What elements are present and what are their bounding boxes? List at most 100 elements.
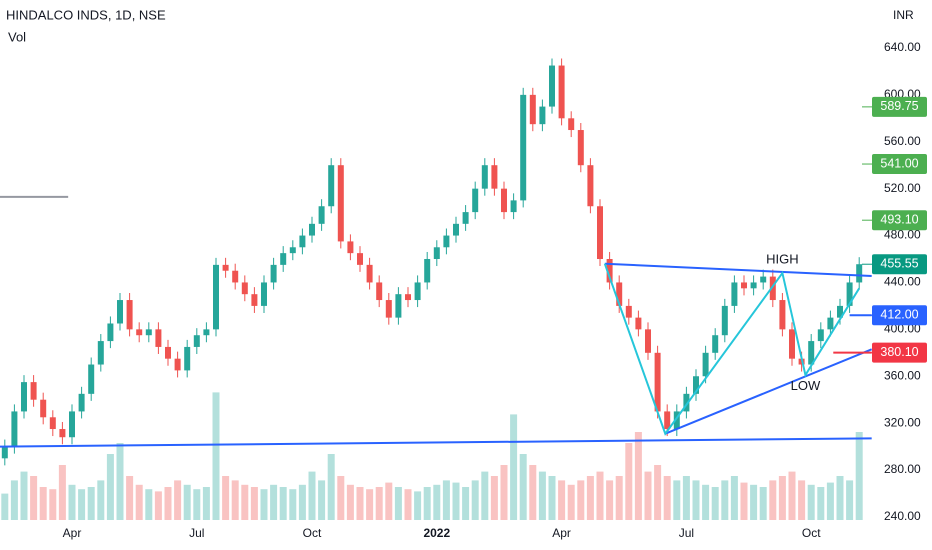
y-tick-label: 280.00 xyxy=(884,462,921,476)
candle-body xyxy=(702,352,709,377)
volume-bar xyxy=(212,392,220,520)
volume-bar xyxy=(798,480,806,520)
x-tick-label: Apr xyxy=(63,526,82,540)
x-tick-label: Jul xyxy=(679,526,694,540)
volume-bar xyxy=(481,471,489,520)
candle-body xyxy=(289,247,296,254)
candle-body xyxy=(165,346,171,359)
candle-body xyxy=(635,317,642,330)
axis-unit: INR xyxy=(893,8,914,22)
y-tick-label: 240.00 xyxy=(884,509,921,523)
annotation: HIGH xyxy=(766,252,799,267)
volume-bar xyxy=(183,484,191,520)
candle-body xyxy=(673,411,680,430)
candle-body xyxy=(616,282,623,306)
volume-bar xyxy=(97,480,105,520)
volume-bar xyxy=(250,487,258,520)
volume-bar xyxy=(577,480,585,520)
drawing-layer xyxy=(0,195,872,448)
candle-body xyxy=(97,341,104,365)
candle-body xyxy=(433,247,440,260)
volume-bar xyxy=(270,484,278,520)
volume-bar xyxy=(462,487,470,520)
candle-body xyxy=(184,346,191,371)
candle-body xyxy=(529,94,536,125)
volume-bar xyxy=(721,480,729,520)
candle-body xyxy=(309,223,315,236)
volume-bar xyxy=(174,480,182,520)
candle-body xyxy=(587,165,594,207)
candle-body xyxy=(558,65,565,119)
volume-bar xyxy=(634,432,642,520)
volume-bar xyxy=(327,454,335,520)
level-box xyxy=(872,96,927,117)
candle-body xyxy=(318,206,325,224)
annotation: LOW xyxy=(791,378,821,393)
y-tick-label: 320.00 xyxy=(884,415,921,429)
candle-body xyxy=(721,305,728,336)
volume-bar xyxy=(414,491,422,520)
candle-body xyxy=(481,165,488,189)
candle-body xyxy=(846,282,853,306)
chart-title: HINDALCO INDS, 1D, NSE xyxy=(6,7,166,22)
volume-layer xyxy=(1,392,863,520)
candle-body xyxy=(59,429,66,438)
volume-bar xyxy=(337,476,345,520)
candle-body xyxy=(856,264,863,283)
volume-bar xyxy=(423,487,431,520)
candle-body xyxy=(241,282,248,295)
volume-bar xyxy=(39,487,47,520)
volume-bar xyxy=(308,471,316,520)
volume-bar xyxy=(58,465,66,520)
volume-bar xyxy=(356,487,364,520)
candle-body xyxy=(606,259,613,283)
trend-line xyxy=(603,263,861,436)
volume-bar xyxy=(740,482,748,520)
x-tick-label: Jul xyxy=(189,526,204,540)
volume-bar xyxy=(452,482,460,520)
candle-body xyxy=(88,364,95,394)
y-tick-label: 480.00 xyxy=(884,228,921,242)
level-label: 493.10 xyxy=(880,212,918,226)
volume-bar xyxy=(529,465,537,520)
volume-bar xyxy=(567,484,575,520)
candle-body xyxy=(11,411,18,447)
candle-body xyxy=(261,282,267,306)
volume-bar xyxy=(730,476,738,520)
candle-body xyxy=(270,264,277,283)
candle-body xyxy=(645,329,651,353)
volume-bar xyxy=(30,476,38,520)
volume-bar xyxy=(231,480,239,520)
volume-bar xyxy=(702,484,710,520)
candle-body xyxy=(174,358,181,371)
candle-layer xyxy=(1,58,863,466)
candle-body xyxy=(539,106,546,125)
volume-bar xyxy=(106,454,114,520)
volume-bar xyxy=(692,480,700,520)
volume-bar xyxy=(289,489,297,520)
volume-bar xyxy=(606,480,614,520)
volume-bar xyxy=(442,480,450,520)
candle-body xyxy=(299,235,306,248)
candle-body xyxy=(78,393,85,412)
volume-bar xyxy=(433,484,441,520)
candle-body xyxy=(597,206,603,260)
candle-body xyxy=(453,223,459,236)
volume-bar xyxy=(836,476,844,520)
y-tick-label: 520.00 xyxy=(884,181,921,195)
candle-body xyxy=(126,300,133,330)
candle-body xyxy=(760,276,767,283)
volume-bar xyxy=(846,480,854,520)
candle-body xyxy=(347,241,354,254)
candle-body xyxy=(520,94,527,201)
candle-body xyxy=(625,305,632,318)
volume-bar xyxy=(202,487,210,520)
volume-bar xyxy=(654,465,662,520)
candle-body xyxy=(731,282,738,306)
level-box xyxy=(872,342,927,363)
volume-bar xyxy=(788,471,796,520)
volume-bar xyxy=(126,476,134,520)
candle-body xyxy=(145,329,152,336)
candle-body xyxy=(49,417,56,430)
volume-bar xyxy=(615,476,623,520)
